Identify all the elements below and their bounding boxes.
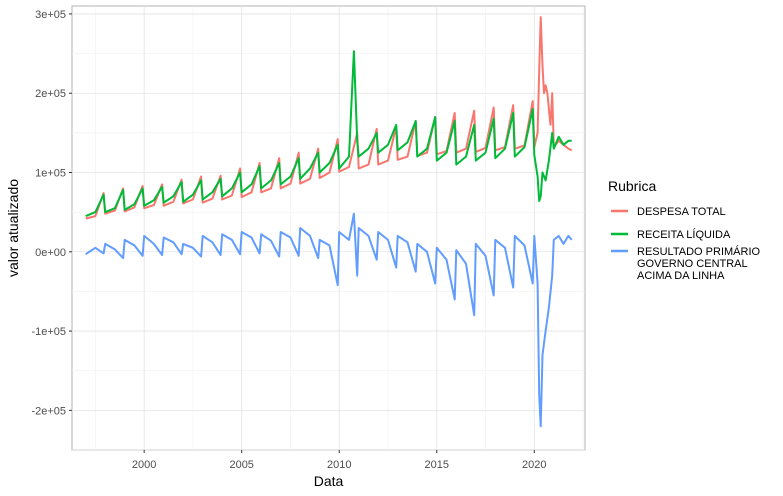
x-tick-label: 2015 xyxy=(425,459,449,471)
legend-label-3: RESULTADO PRIMÁRIO GOVERNO CENTRAL ACIMA D… xyxy=(637,245,760,282)
y-axis-ticks: -2e+05 -1e+05 0e+00 1e+05 2e+05 3e+05 xyxy=(31,9,72,417)
y-tick-label: -2e+05 xyxy=(31,405,66,417)
series-line-3 xyxy=(85,212,573,428)
y-tick-label: 1e+05 xyxy=(35,168,66,180)
x-axis-ticks: 2000 2005 2010 2015 2020 xyxy=(132,450,547,471)
legend-title: Rubrica xyxy=(608,178,656,194)
y-tick-label: 3e+05 xyxy=(35,9,66,21)
y-axis-title: valor atualizado xyxy=(5,179,21,277)
x-tick-label: 2020 xyxy=(522,459,546,471)
minor-gridlines xyxy=(72,6,585,451)
y-tick-label: 0e+00 xyxy=(35,247,66,259)
y-tick-label: 2e+05 xyxy=(35,88,66,100)
x-tick-label: 2010 xyxy=(327,459,351,471)
legend-label-2: RECEITA LÍQUIDA xyxy=(637,228,731,241)
series-line-2 xyxy=(85,50,572,218)
y-tick-label: -1e+05 xyxy=(31,326,66,338)
series-layer xyxy=(85,16,573,428)
x-axis-title: Data xyxy=(314,473,344,489)
legend-items: DESPESA TOTAL RECEITA LÍQUIDA RESULTADO PR… xyxy=(611,206,760,282)
x-tick-label: 2000 xyxy=(132,459,156,471)
legend-label-1: DESPESA TOTAL xyxy=(637,206,726,218)
series-line-1 xyxy=(85,16,573,220)
plot-background xyxy=(71,5,586,451)
major-gridlines xyxy=(72,6,585,450)
legend: Rubrica DESPESA TOTAL RECEITA LÍQUIDA RESU… xyxy=(608,178,760,282)
x-tick-label: 2005 xyxy=(229,459,253,471)
